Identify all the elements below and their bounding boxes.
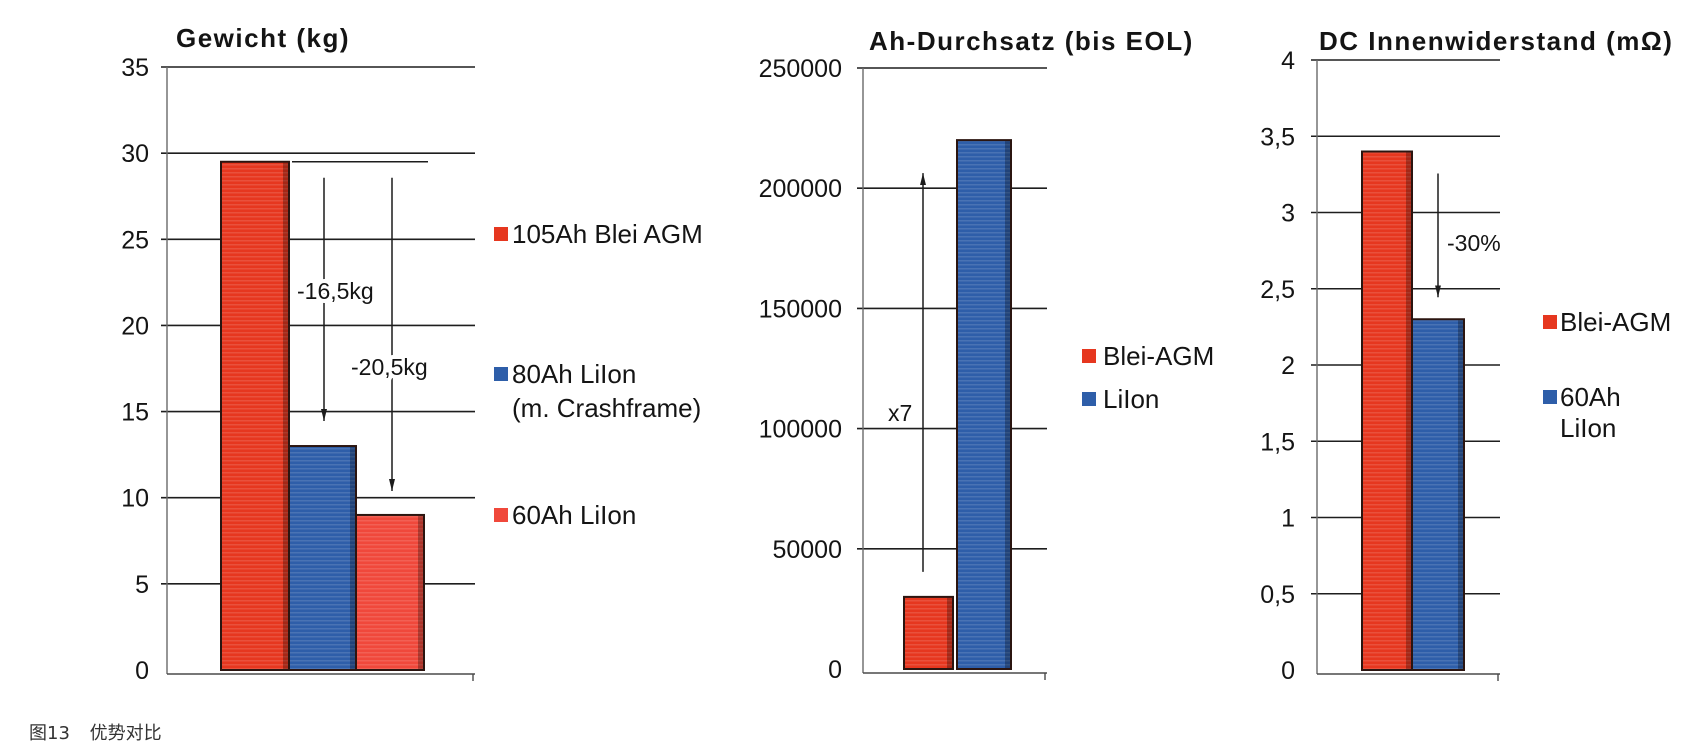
ah-throughput-y-tick-label-0: 0 — [828, 656, 842, 684]
figure-caption: 图13 优势对比 — [29, 723, 162, 744]
ah-throughput-y-tick-label-5: 250000 — [759, 55, 842, 83]
ah-throughput-legend-swatch-0 — [1082, 349, 1096, 363]
ah-throughput-bar-0-texture — [905, 597, 952, 668]
resistance-annotation-label-0: -30% — [1447, 230, 1501, 256]
weight-y-tick-label-1: 5 — [135, 571, 149, 599]
weight-y-tick-label-7: 35 — [121, 54, 149, 82]
weight-y-tick-label-3: 15 — [121, 399, 149, 427]
weight-y-tick-label-6: 30 — [121, 140, 149, 168]
ah-throughput-y-tick-label-4: 200000 — [759, 175, 842, 203]
weight-legend-label-2-0: 60Ah LiIon — [512, 500, 636, 530]
resistance-y-tick-label-8: 4 — [1281, 47, 1295, 75]
resistance-bar-1-edge — [1458, 320, 1463, 669]
resistance-y-tick-label-5: 2,5 — [1260, 276, 1295, 304]
weight-annotation-label-0: -16,5kg — [297, 278, 374, 304]
weight-legend-swatch-1 — [494, 367, 508, 381]
weight-chart: Gewicht (kg) 0 5 10 15 20 25 30 35 105Ah Blei AGM… — [121, 23, 703, 685]
ah-throughput-legend-swatch-1 — [1082, 392, 1096, 406]
ah-throughput-bar-1-edge — [1005, 141, 1010, 668]
ah-throughput-annotation-label-0: x7 — [888, 400, 912, 426]
resistance-legend-swatch-1 — [1543, 390, 1557, 404]
resistance-y-tick-label-6: 3 — [1281, 200, 1295, 228]
weight-bar-0-texture — [222, 162, 288, 669]
ah-throughput-legend-label-1-0: LiIon — [1103, 384, 1159, 414]
ah-throughput-y-tick-label-1: 50000 — [772, 536, 842, 564]
weight-y-tick-label-5: 25 — [121, 226, 149, 254]
ah-throughput-bar-0-edge — [947, 597, 952, 668]
resistance-chart: DC Innenwiderstand (mΩ) 0 0,5 1 1,5 2 2,5 3 3,5 4… — [1260, 26, 1673, 685]
resistance-y-tick-label-4: 2 — [1281, 352, 1295, 380]
weight-legend-label-1-1: (m. Crashframe) — [512, 393, 701, 423]
ah-throughput-y-tick-label-2: 100000 — [759, 416, 842, 444]
weight-legend-swatch-0 — [494, 227, 508, 241]
ah-throughput-legend-label-0-0: Blei-AGM — [1103, 341, 1214, 371]
weight-y-tick-label-0: 0 — [135, 657, 149, 685]
weight-y-tick-label-4: 20 — [121, 312, 149, 340]
resistance-y-tick-label-3: 1,5 — [1260, 428, 1295, 456]
weight-bar-0-edge — [283, 162, 288, 669]
resistance-y-tick-label-1: 0,5 — [1260, 581, 1295, 609]
resistance-chart-title: DC Innenwiderstand (mΩ) — [1319, 26, 1673, 56]
resistance-legend-label-0-0: Blei-AGM — [1560, 307, 1671, 337]
weight-legend-label-1-0: 80Ah LiIon — [512, 359, 636, 389]
ah-throughput-chart: Ah-Durchsatz (bis EOL) 0 50000 100000 150000… — [759, 26, 1215, 684]
weight-bar-2-edge — [418, 515, 423, 669]
weight-bar-1-edge — [350, 447, 355, 669]
weight-legend-label-0-0: 105Ah Blei AGM — [512, 219, 703, 249]
weight-chart-title: Gewicht (kg) — [176, 23, 350, 53]
ah-throughput-chart-title: Ah-Durchsatz (bis EOL) — [869, 26, 1194, 56]
weight-bar-2-texture — [357, 515, 423, 669]
resistance-y-tick-label-0: 0 — [1281, 657, 1295, 685]
resistance-legend-swatch-0 — [1543, 315, 1557, 329]
resistance-y-tick-label-7: 3,5 — [1260, 123, 1295, 151]
ah-throughput-y-tick-label-3: 150000 — [759, 295, 842, 323]
resistance-legend-label-1-0: 60Ah — [1560, 382, 1621, 412]
resistance-bar-1-texture — [1413, 320, 1463, 669]
weight-annotation-label-1: -20,5kg — [351, 354, 428, 380]
ah-throughput-bar-1-texture — [958, 141, 1010, 668]
resistance-legend-label-1-1: LiIon — [1560, 413, 1616, 443]
weight-bar-1-texture — [290, 447, 355, 669]
resistance-bar-0-edge — [1406, 152, 1411, 669]
resistance-y-tick-label-2: 1 — [1281, 505, 1295, 533]
weight-legend-swatch-2 — [494, 508, 508, 522]
weight-y-tick-label-2: 10 — [121, 485, 149, 513]
resistance-bar-0-texture — [1363, 152, 1411, 669]
